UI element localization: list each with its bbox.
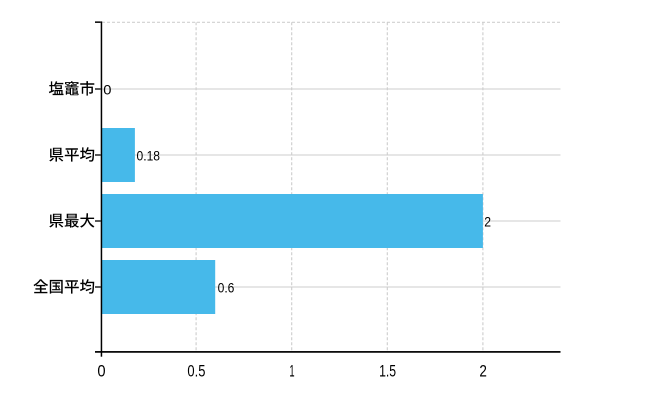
- svg-text:0.6: 0.6: [218, 279, 235, 295]
- svg-text:0.5: 0.5: [187, 362, 205, 380]
- svg-text:0: 0: [103, 81, 111, 97]
- svg-text:0.18: 0.18: [137, 147, 161, 163]
- svg-text:1: 1: [289, 362, 294, 380]
- svg-text:2: 2: [479, 362, 487, 380]
- svg-text:1.5: 1.5: [379, 362, 396, 380]
- svg-text:2: 2: [484, 213, 491, 229]
- svg-text:0: 0: [97, 362, 105, 380]
